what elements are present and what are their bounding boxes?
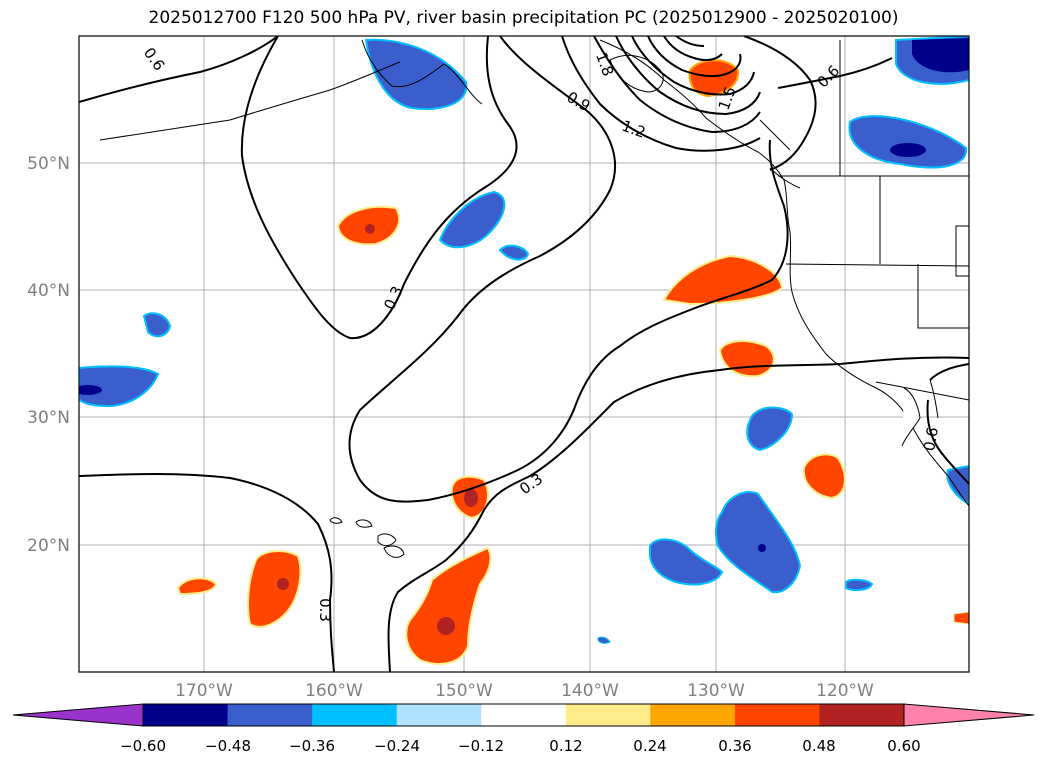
colorbar-segment [819,704,905,726]
map-panel[interactable]: 0.6 0.3 0.3 0.3 0.9 1.2 1.5 1.8 0.6 0.6 [74,36,969,672]
islands [329,379,939,558]
longitude-labels: 170°W 160°W 150°W 140°W 130°W 120°W [175,681,874,701]
pv-contours [79,36,969,672]
lat-label: 20°N [27,536,70,556]
colorbar-segment [481,704,567,726]
colorbar-arrow-low [12,703,144,727]
lon-label: 130°W [687,681,745,701]
colorbar-tick: 0.60 [887,737,920,755]
colorbar-tick: −0.12 [458,737,504,755]
map-title: 2025012700 F120 500 hPa PV, river basin … [148,8,899,28]
lon-label: 120°W [816,681,874,701]
colorbar-tick: −0.36 [289,737,335,755]
colorbar-segment [734,704,820,726]
colorbar-tick: 0.48 [802,737,835,755]
colorbar-segment [650,704,736,726]
colorbar-tick: 0.24 [633,737,666,755]
colorbar-arrow-high [903,703,1035,727]
colorbar-tick: 0.12 [549,737,582,755]
negative-precip-anomalies [79,36,969,644]
colorbar: −0.60 −0.48 −0.36 −0.24 −0.12 0.12 0.24 … [12,703,1035,755]
contour-label: 0.6 [920,426,942,453]
colorbar-segment [396,704,482,726]
lon-label: 140°W [561,681,619,701]
colorbar-segment [227,704,313,726]
colorbar-tick: 0.36 [718,737,751,755]
latitude-labels: 50°N 40°N 30°N 20°N [27,154,70,556]
lat-label: 30°N [27,408,70,428]
colorbar-segment [143,704,229,726]
colorbar-frame [142,703,905,727]
map-frame [78,35,970,673]
lat-label: 40°N [27,281,70,301]
colorbar-segment [565,704,651,726]
lat-label: 50°N [27,154,70,174]
contour-label: 0.3 [316,598,334,622]
colorbar-segment [312,704,398,726]
colorbar-tick: −0.60 [120,737,166,755]
colorbar-tick: −0.24 [374,737,420,755]
lon-label: 170°W [175,681,233,701]
lon-label: 160°W [305,681,363,701]
lon-label: 150°W [435,681,493,701]
colorbar-tick-labels: −0.60 −0.48 −0.36 −0.24 −0.12 0.12 0.24 … [120,737,921,755]
colorbar-tick: −0.48 [205,737,251,755]
colorbar-segments [143,704,905,726]
